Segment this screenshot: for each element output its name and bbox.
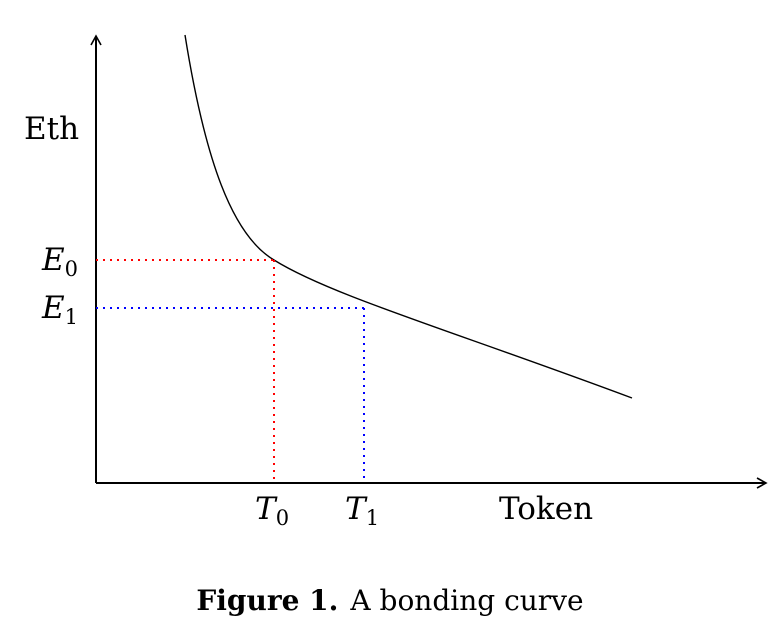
bonding-curve bbox=[184, 34, 633, 399]
e0-label: E0 bbox=[41, 242, 78, 281]
t0-label-base: T bbox=[255, 491, 278, 527]
figure-caption-prefix: Figure 1. bbox=[196, 584, 338, 617]
e1-label: E1 bbox=[41, 290, 78, 329]
t0-label: T0 bbox=[255, 491, 289, 530]
figure-caption: Figure 1. A bonding curve bbox=[196, 584, 583, 617]
e0-label-base: E bbox=[41, 242, 65, 278]
e0-label-sub: 0 bbox=[65, 257, 78, 281]
t1-label-base: T bbox=[345, 491, 368, 527]
e1-label-sub: 1 bbox=[65, 305, 78, 329]
t0-label-sub: 0 bbox=[276, 506, 289, 530]
x-axis-label: Token bbox=[499, 491, 593, 527]
t1-label: T1 bbox=[345, 491, 379, 530]
t1-label-sub: 1 bbox=[366, 506, 379, 530]
y-axis-label: Eth bbox=[24, 111, 79, 147]
figure-caption-text: A bonding curve bbox=[349, 584, 583, 617]
e1-label-base: E bbox=[41, 290, 65, 326]
